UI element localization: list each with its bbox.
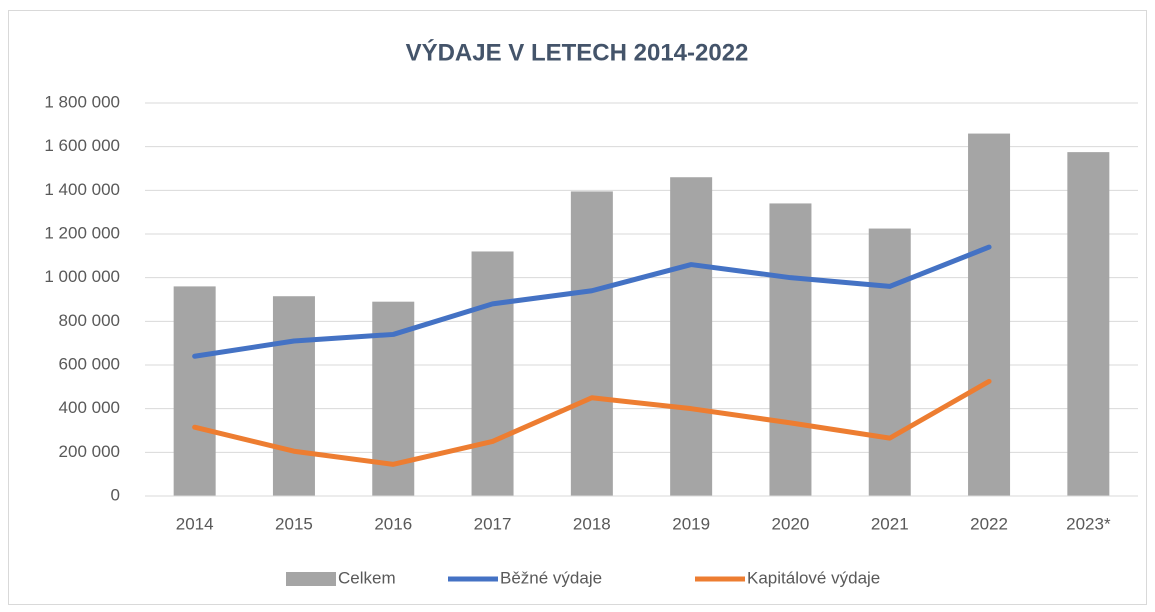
y-tick-label: 1 600 000 <box>44 136 120 155</box>
bar <box>471 251 514 496</box>
bar <box>670 177 713 496</box>
legend-label: Celkem <box>338 568 396 587</box>
y-tick-label: 1 800 000 <box>44 92 120 111</box>
bar <box>968 133 1011 497</box>
y-tick-label: 1 400 000 <box>44 180 120 199</box>
x-tick-label: 2022 <box>970 514 1008 533</box>
x-tick-label: 2016 <box>374 514 412 533</box>
x-tick-label: 2014 <box>176 514 214 533</box>
y-tick-label: 400 000 <box>59 398 120 417</box>
line <box>192 378 992 467</box>
legend-label: Kapitálové výdaje <box>747 568 880 587</box>
bar <box>1067 152 1110 496</box>
bar <box>769 203 812 496</box>
bar <box>868 228 911 496</box>
bar <box>570 191 613 497</box>
bar <box>173 286 216 496</box>
y-tick-label: 600 000 <box>59 354 120 373</box>
x-tick-label: 2023* <box>1066 514 1111 533</box>
y-tick-label: 200 000 <box>59 442 120 461</box>
y-tick-label: 1 200 000 <box>44 223 120 242</box>
x-tick-label: 2015 <box>275 514 313 533</box>
line <box>192 244 992 359</box>
x-tick-label: 2021 <box>871 514 909 533</box>
x-tick-label: 2019 <box>672 514 710 533</box>
x-tick-label: 2018 <box>573 514 611 533</box>
y-tick-label: 0 <box>111 485 120 504</box>
legend-label: Běžné výdaje <box>500 568 602 587</box>
bar <box>272 296 315 496</box>
y-tick-label: 800 000 <box>59 311 120 330</box>
x-tick-label: 2020 <box>772 514 810 533</box>
y-tick-label: 1 000 000 <box>44 267 120 286</box>
legend-swatch <box>286 572 336 586</box>
x-tick-label: 2017 <box>474 514 512 533</box>
chart-title: VÝDAJE V LETECH 2014-2022 <box>406 38 749 66</box>
